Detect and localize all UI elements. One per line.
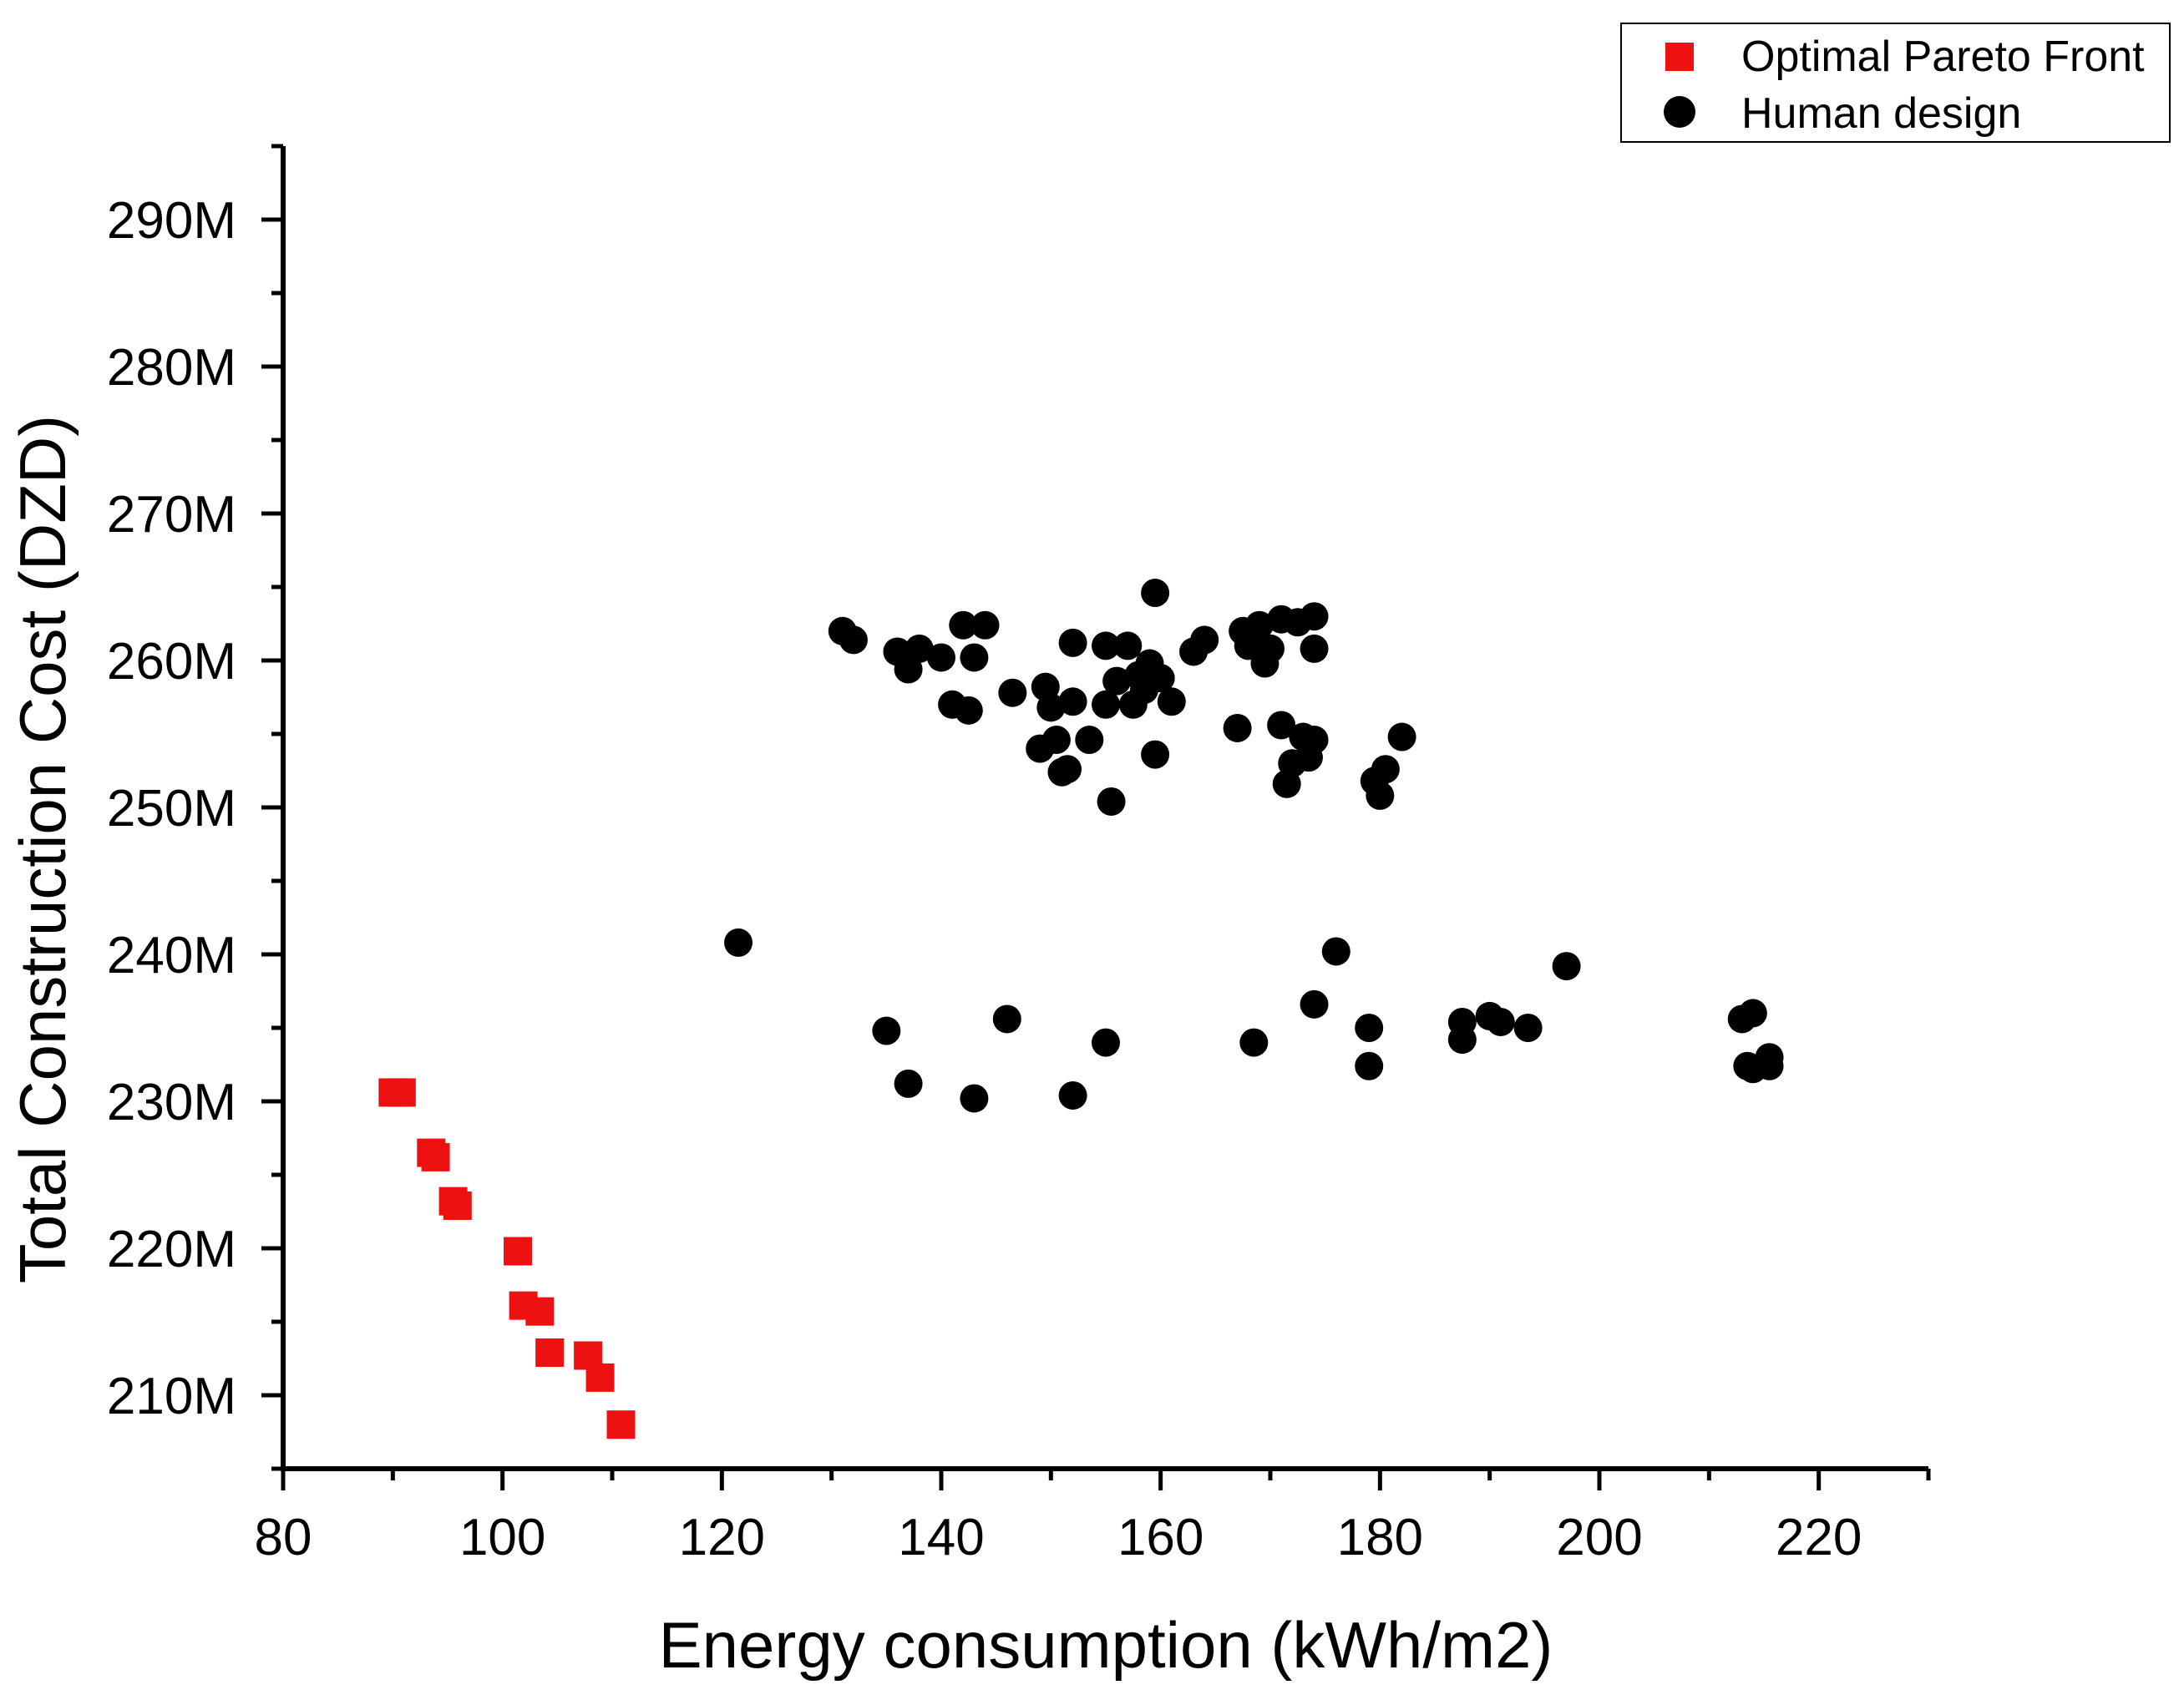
human-design-point [1058,1080,1087,1110]
data-points [378,579,1784,1439]
y-axis-title: Total Construction Cost (DZD) [6,415,79,1283]
human-design-point [1387,722,1416,751]
human-design-point [1146,664,1175,693]
human-design-point [1300,602,1329,631]
pareto-point [443,1191,472,1220]
x-tick-label: 220 [1776,1509,1862,1566]
y-ticks: 210M 220M 230M 240M 250M 260M 270M 280M 290M [107,144,283,1471]
x-ticks: 80 100 120 140 160 180 200 220 [255,1469,1931,1566]
human-design-point [1486,1007,1515,1036]
pareto-point [387,1078,416,1107]
human-design-point [1058,687,1087,716]
legend-box [1620,23,2171,143]
y-tick-label: 220M [107,1221,236,1278]
pareto-point [585,1363,615,1392]
human-design-point [1092,631,1120,660]
pareto-point [606,1410,636,1439]
human-design-point [1366,781,1395,810]
human-design-point [1300,989,1329,1019]
human-design-point [1256,634,1285,663]
y-tick-label: 280M [107,339,236,397]
human-design-point [905,634,934,663]
human-design-point [1075,726,1104,755]
human-design-point [1141,740,1170,769]
human-design-point [1097,787,1126,816]
human-design-point [1092,690,1120,719]
human-design-point [724,928,753,957]
legend: Optimal Pareto Front Human design [1620,23,2171,143]
human-design-point [960,643,989,672]
human-design-point [1190,625,1219,655]
human-design-point [1053,755,1082,784]
pareto-point [504,1237,533,1266]
human-design-point [1239,1028,1269,1057]
x-tick-label: 180 [1337,1509,1423,1566]
human-design-point [1092,1028,1120,1057]
human-design-point [1371,755,1400,784]
human-design-point [1223,713,1252,742]
human-design-point [1300,726,1329,755]
human-design-point [1321,937,1350,966]
human-design-point [1267,711,1296,740]
x-tick-label: 100 [459,1509,545,1566]
legend-circle-icon [1664,96,1695,128]
human-design-point [998,678,1027,707]
human-design-point [1355,1051,1384,1080]
legend-label-human: Human design [1741,89,2021,138]
pareto-point [421,1142,450,1171]
human-design-point [1738,999,1767,1028]
human-design-point [872,1016,901,1045]
x-tick-label: 140 [898,1509,984,1566]
x-tick-label: 120 [679,1509,765,1566]
x-axis-title: Energy consumption (kWh/m2) [659,1608,1553,1682]
human-design-point [1036,693,1066,722]
pareto-point [525,1297,555,1326]
human-design-point [992,1004,1021,1034]
x-tick-label: 80 [255,1509,312,1566]
human-design-point [1113,631,1143,660]
human-design-point [839,625,868,655]
x-tick-label: 200 [1556,1509,1642,1566]
human-design-point [1041,726,1071,755]
human-design-point [949,610,978,640]
human-design-point [960,1084,989,1113]
human-design-point [954,696,983,725]
x-tick-label: 160 [1117,1509,1203,1566]
y-tick-label: 250M [107,780,236,837]
human-design-point [1447,1025,1477,1055]
y-tick-label: 270M [107,486,236,544]
pareto-point [535,1338,565,1367]
human-design-point [894,1069,923,1098]
human-design-point [1058,628,1087,657]
human-design-point [1300,634,1329,663]
y-tick-label: 290M [107,192,236,250]
y-tick-label: 260M [107,633,236,691]
human-design-point [1157,687,1186,716]
y-tick-label: 210M [107,1368,236,1425]
y-tick-label: 230M [107,1074,236,1131]
human-design-point [1513,1014,1543,1042]
y-tick-label: 240M [107,927,236,984]
human-design-point [1755,1043,1784,1072]
human-design-point [1244,610,1274,640]
legend-square-icon [1665,43,1694,71]
human-design-point [1102,666,1132,696]
human-design-point [970,610,1000,640]
legend-label-pareto: Optimal Pareto Front [1741,33,2145,81]
human-design-point [1141,579,1170,608]
human-design-point [1355,1014,1384,1042]
human-design-point [1552,952,1581,981]
human-design-point [927,643,955,672]
